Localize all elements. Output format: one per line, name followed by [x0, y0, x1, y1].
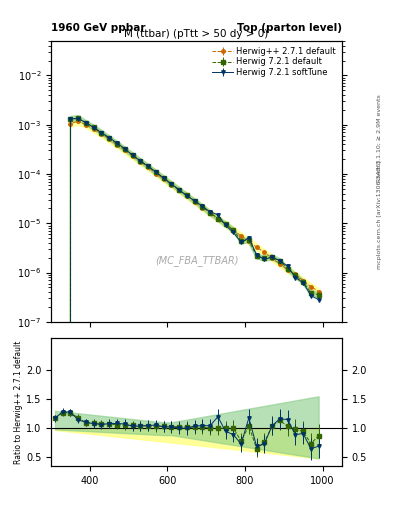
Y-axis label: Ratio to Herwig++ 2.7.1 default: Ratio to Herwig++ 2.7.1 default — [14, 340, 23, 464]
Text: Rivet 3.1.10; ≥ 2.9M events: Rivet 3.1.10; ≥ 2.9M events — [377, 94, 382, 182]
Text: Top (parton level): Top (parton level) — [237, 23, 342, 33]
Title: M (ttbar) (pTtt > 50 dy > 0): M (ttbar) (pTtt > 50 dy > 0) — [124, 29, 269, 39]
Text: 1960 GeV ppbar: 1960 GeV ppbar — [51, 23, 145, 33]
Text: mcplots.cern.ch [arXiv:1306.3436]: mcplots.cern.ch [arXiv:1306.3436] — [377, 161, 382, 269]
Legend: Herwig++ 2.7.1 default, Herwig 7.2.1 default, Herwig 7.2.1 softTune: Herwig++ 2.7.1 default, Herwig 7.2.1 def… — [211, 45, 338, 79]
Text: (MC_FBA_TTBAR): (MC_FBA_TTBAR) — [155, 254, 238, 266]
